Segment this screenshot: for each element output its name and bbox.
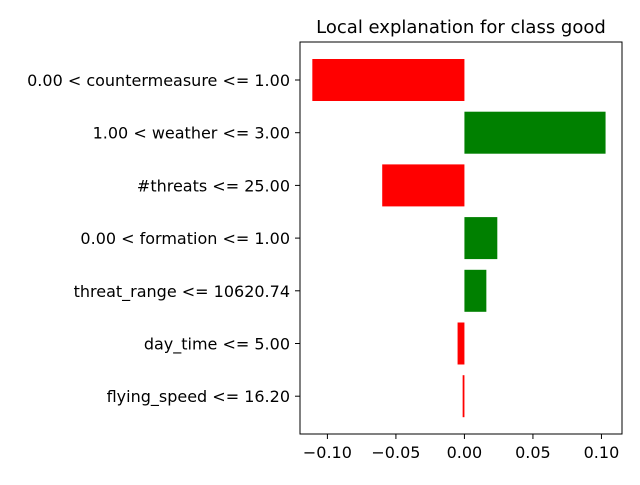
- bar-4: [464, 269, 487, 312]
- bar-1: [464, 111, 606, 154]
- x-tick-label-2: 0.00: [447, 443, 483, 462]
- x-axis-ticks: −0.10 −0.05 0.00 0.05 0.10: [303, 434, 619, 462]
- bar-2: [382, 164, 465, 207]
- y-tick-label-0: 0.00 < countermeasure <= 1.00: [27, 71, 290, 90]
- plot-frame: [299, 41, 623, 435]
- x-tick-label-4: 0.10: [584, 443, 620, 462]
- y-tick-label-5: day_time <= 5.00: [144, 335, 290, 355]
- bar-5: [457, 322, 465, 365]
- y-tick-label-4: threat_range <= 10620.74: [74, 282, 290, 302]
- y-tick-labels: 0.00 < countermeasure <= 1.00 1.00 < weat…: [27, 71, 300, 407]
- bar-0: [312, 59, 465, 101]
- x-tick-label-1: −0.05: [371, 443, 420, 462]
- y-tick-label-1: 1.00 < weather <= 3.00: [93, 124, 290, 143]
- bars-layer: [312, 59, 606, 418]
- bar-6: [462, 375, 465, 418]
- y-tick-label-3: 0.00 < formation <= 1.00: [80, 229, 290, 248]
- bar-3: [464, 217, 498, 260]
- y-tick-label-2: #threats <= 25.00: [137, 176, 290, 195]
- y-tick-label-6: flying_speed <= 16.20: [107, 387, 290, 407]
- chart-title: Local explanation for class good: [316, 17, 606, 38]
- x-tick-label-3: 0.05: [515, 443, 551, 462]
- x-tick-label-0: −0.10: [303, 443, 352, 462]
